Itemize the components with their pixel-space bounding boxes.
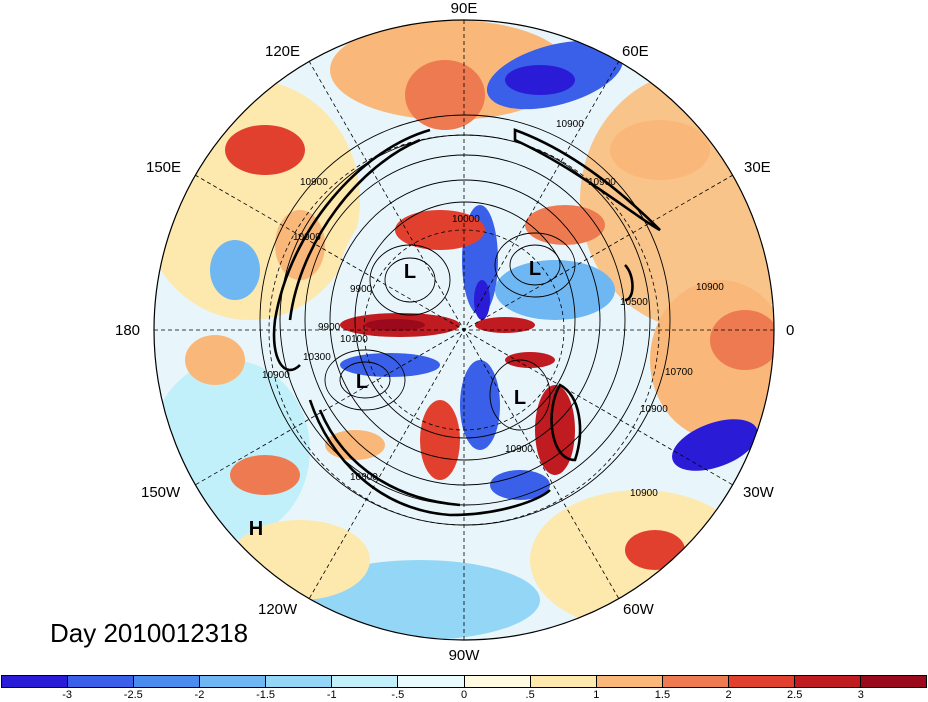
contour-label: 9900: [350, 284, 373, 295]
colorbar-bin: [68, 676, 135, 687]
lon-label-90w: 90W: [449, 647, 481, 664]
lon-label-30w: 30W: [743, 484, 775, 501]
contour-label: 10900: [262, 370, 290, 381]
colorbar-bin: [332, 676, 399, 687]
colorbar-bin: [728, 676, 795, 687]
map-boundary: [153, 19, 775, 641]
lon-label-150e: 150E: [146, 159, 181, 176]
lon-label-60e: 60E: [622, 43, 649, 60]
high-center-1: H: [249, 518, 263, 540]
colorbar-tick: -3: [62, 689, 73, 701]
contour-labels: 10900 10900 10900 10900 10900 10900 10700 10500…: [262, 119, 724, 499]
date-title: Day 2010012318: [50, 618, 249, 648]
colorbar-tick: -1: [326, 689, 337, 701]
contour-label: 10900: [300, 177, 328, 188]
colorbar-bin: [794, 676, 862, 687]
colorbar-bin: [266, 676, 333, 687]
colorbar-tick: 2.5: [787, 689, 803, 701]
graticule: [154, 20, 774, 640]
lon-label-120w: 120W: [258, 601, 298, 618]
colorbar-tick: 2: [725, 689, 732, 701]
colorbar-tick: -.5: [391, 689, 405, 701]
colorbar-bin: [398, 676, 465, 687]
contour-label: 10900: [630, 488, 658, 499]
colorbar-bin: [2, 676, 69, 687]
colorbar-bin: [662, 676, 729, 687]
colorbar-bin: [861, 676, 927, 687]
lon-label-60w: 60W: [623, 601, 655, 618]
contour-label: 10900: [696, 282, 724, 293]
contour-label: 10700: [665, 367, 693, 378]
contour-label: 10900: [588, 177, 616, 188]
contour-label: 10500: [620, 297, 648, 308]
low-center-2: L: [529, 258, 541, 280]
lon-label-0: 0: [786, 322, 794, 339]
colorbar-bin: [530, 676, 597, 687]
colorbar-bin: [464, 676, 531, 687]
colorbar-tick: .5: [525, 689, 535, 701]
contour-label: 10900: [293, 232, 321, 243]
colorbar-tick: -2.5: [123, 689, 143, 701]
lon-label-150w: 150W: [141, 484, 181, 501]
contour-label: 10800: [350, 472, 378, 483]
lon-label-30e: 30E: [744, 159, 771, 176]
jet-isotachs: [272, 128, 661, 517]
colorbar-tick: 0: [460, 689, 468, 701]
colorbar-tick: 1.5: [654, 689, 671, 701]
height-contours: [259, 114, 671, 526]
contour-label: 10100: [340, 334, 368, 345]
low-center-3: L: [356, 371, 368, 393]
contour-label: 10300: [303, 352, 331, 363]
colorbar-ticks: -3 -2.5 -2 -1.5 -1 -.5 0 .5 1 1.5 2 2.5 3: [0, 689, 928, 702]
colorbar-bin: [596, 676, 663, 687]
contour-label: 9900: [318, 322, 341, 333]
lon-label-120e: 120E: [265, 43, 300, 60]
colorbar-tick: -2: [194, 689, 205, 701]
colorbar-tick: -1.5: [256, 689, 276, 701]
colorbar-tick: 1: [593, 689, 600, 701]
colorbar-tick: 3: [857, 689, 864, 701]
colorbar: [1, 675, 927, 688]
contour-label: 10900: [505, 444, 533, 455]
colorbar-bin: [134, 676, 201, 687]
low-center-1: L: [404, 261, 416, 283]
contour-label: 10000: [452, 214, 480, 225]
colorbar-bin: [200, 676, 267, 687]
lon-label-90e: 90E: [451, 0, 478, 17]
contour-label: 10900: [640, 404, 668, 415]
lon-label-180: 180: [115, 322, 140, 339]
contour-label: 10900: [556, 119, 584, 130]
pressure-centers: L L L L H: [249, 258, 541, 540]
low-center-4: L: [514, 387, 526, 409]
